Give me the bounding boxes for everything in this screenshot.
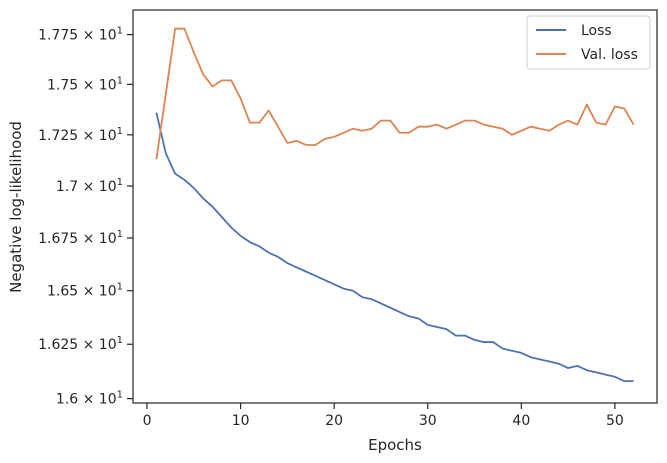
y-tick-label: 1.6 × 101 bbox=[56, 390, 123, 408]
series-layer bbox=[155, 27, 635, 383]
x-axis-label: Epochs bbox=[368, 436, 422, 454]
series-line-loss bbox=[155, 112, 634, 383]
series-line-val-loss bbox=[155, 27, 635, 160]
y-tick-label: 1.625 × 101 bbox=[38, 335, 123, 353]
y-tick-label: 1.675 × 101 bbox=[38, 229, 123, 247]
x-tick-label: 10 bbox=[232, 413, 250, 429]
x-tick-label: 20 bbox=[325, 413, 343, 429]
plot-area bbox=[132, 9, 658, 404]
y-axis: 1.6 × 101 1.625 × 101 1.65 × 101 1.675 × 10… bbox=[38, 26, 133, 408]
y-tick-label: 1.75 × 101 bbox=[47, 75, 123, 93]
y-tick-label: 1.7 × 101 bbox=[56, 177, 123, 195]
x-tick-label: 30 bbox=[419, 413, 437, 429]
legend: Loss Val. loss bbox=[526, 15, 651, 70]
y-axis-label: Negative log-likelihood bbox=[7, 121, 25, 293]
x-tick-label: 50 bbox=[606, 413, 624, 429]
legend-label-val-loss: Val. loss bbox=[581, 47, 638, 63]
y-tick-label: 1.725 × 101 bbox=[38, 126, 123, 144]
y-tick-label: 1.65 × 101 bbox=[47, 282, 123, 300]
legend-label-loss: Loss bbox=[581, 23, 612, 39]
x-axis: 0 10 20 30 40 50 bbox=[143, 403, 624, 429]
y-tick-label: 1.775 × 101 bbox=[38, 26, 123, 44]
x-tick-label: 0 bbox=[143, 413, 152, 429]
x-tick-label: 40 bbox=[512, 413, 530, 429]
